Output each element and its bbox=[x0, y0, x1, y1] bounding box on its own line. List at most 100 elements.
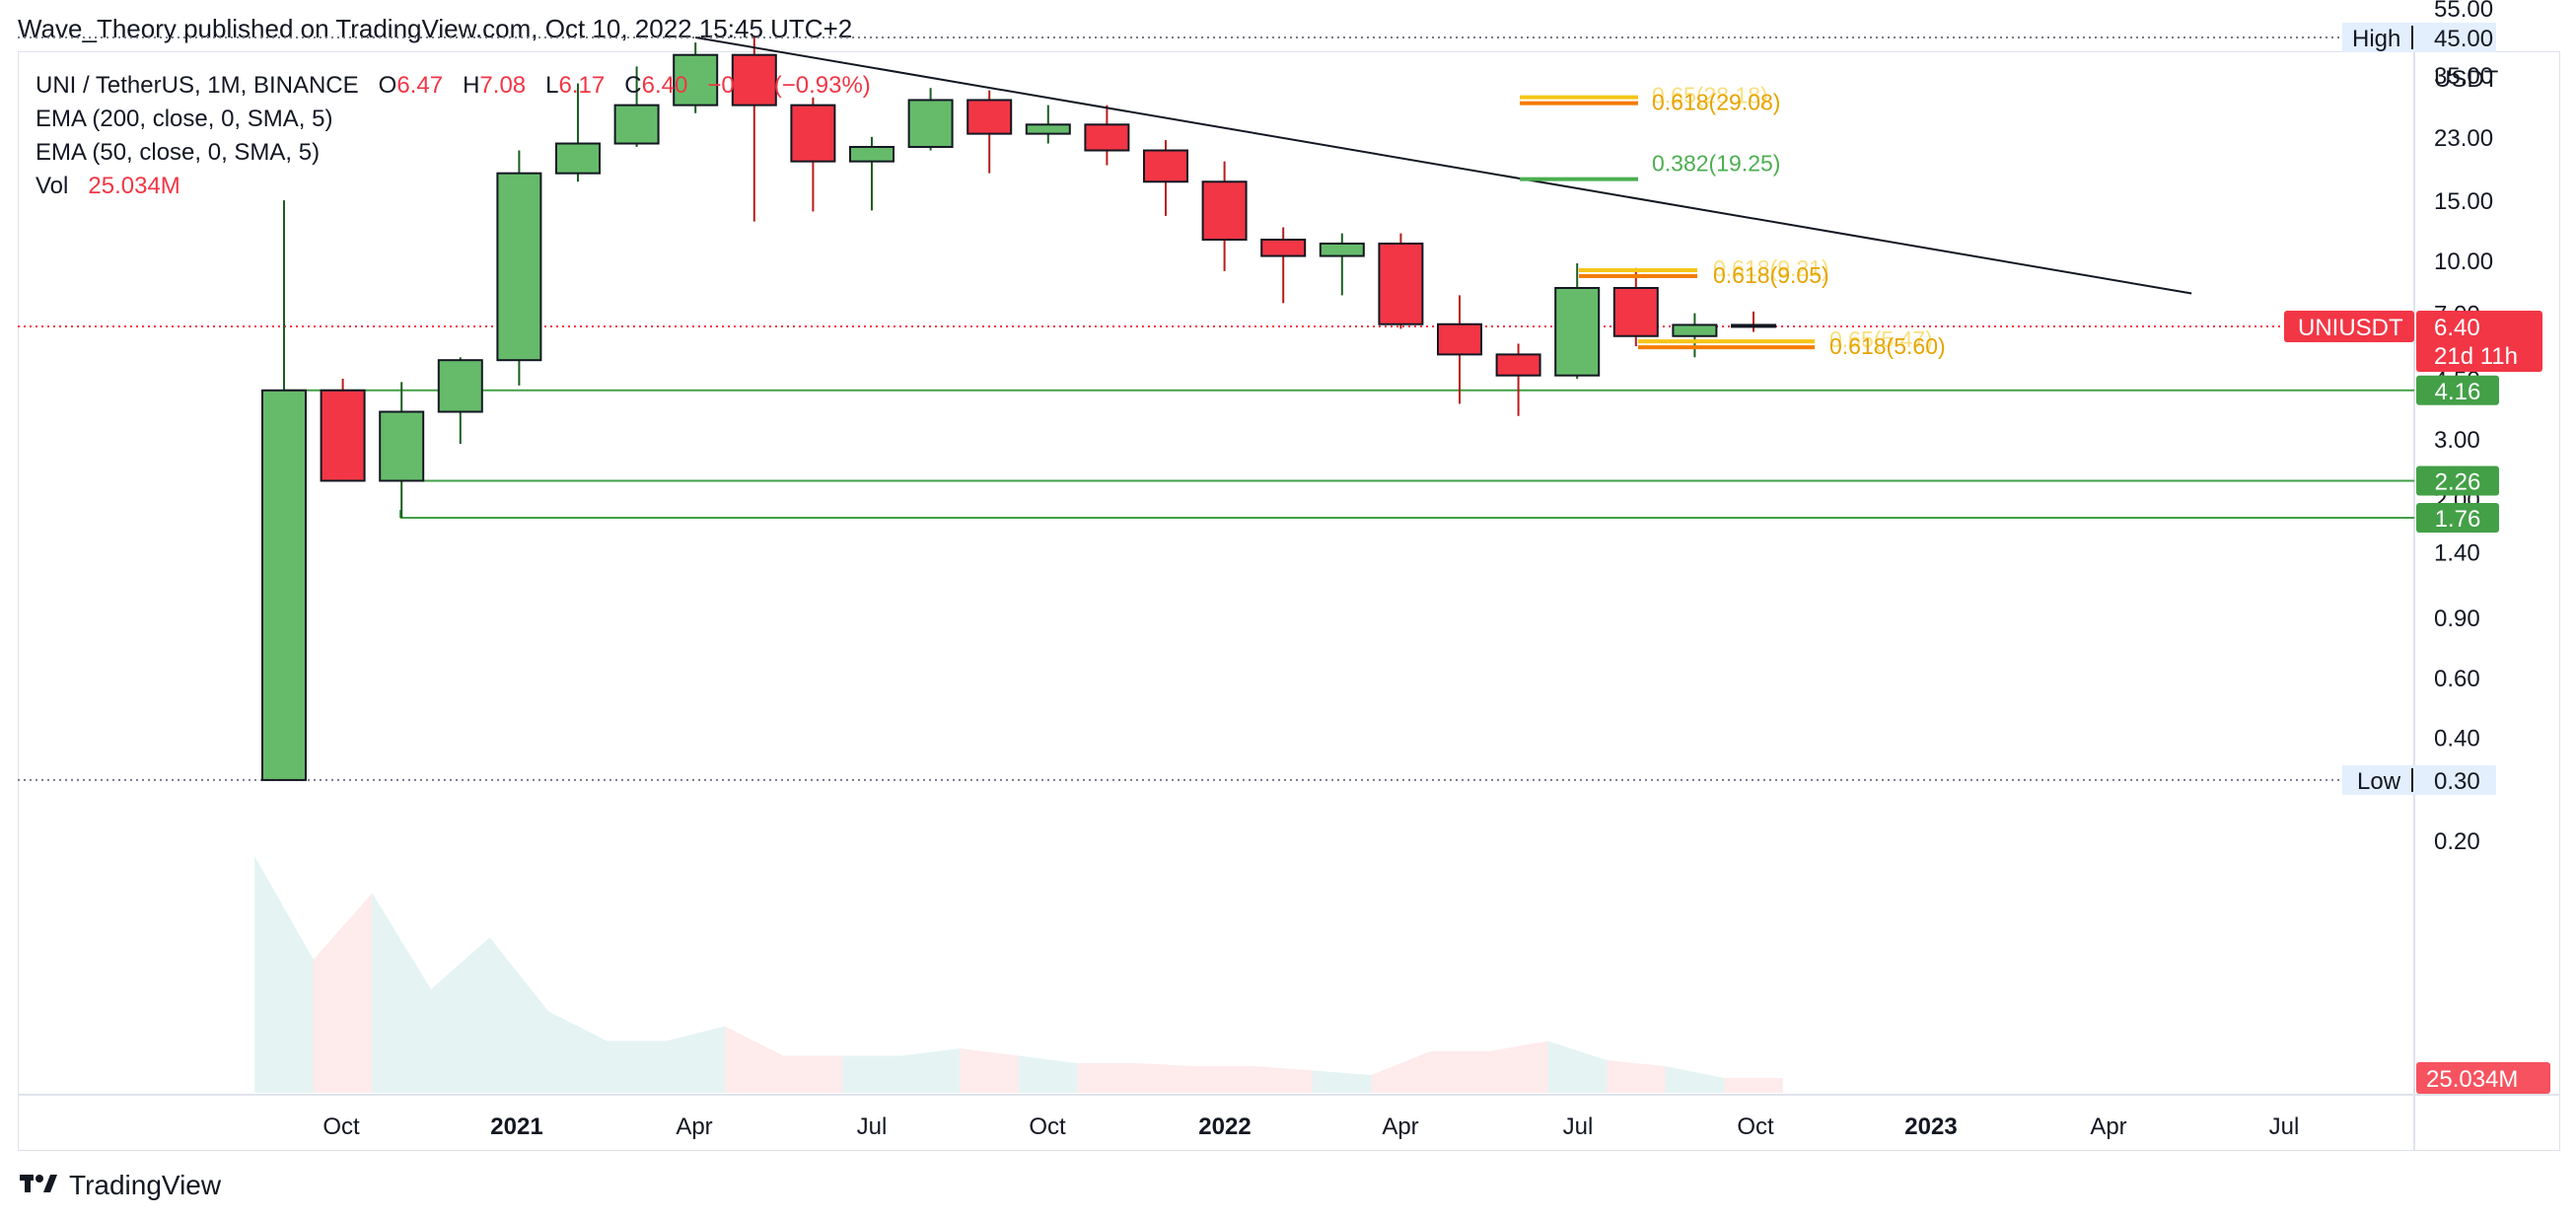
candle-body bbox=[849, 145, 894, 163]
price-tick-label: 10.00 bbox=[2434, 249, 2493, 275]
high-badge bbox=[2342, 22, 2496, 52]
volume-label: Vol bbox=[36, 173, 69, 199]
fib-level-label: 0.618(5.60) bbox=[1829, 333, 1946, 359]
support-level-label: 1.76 bbox=[2435, 506, 2481, 533]
high-label: H bbox=[463, 72, 480, 99]
candle-body bbox=[1319, 242, 1365, 257]
volume-bar bbox=[1547, 1040, 1607, 1093]
fib-level-label: 0.382(19.25) bbox=[1652, 151, 1780, 177]
volume-bar bbox=[1724, 1078, 1783, 1093]
open-value: 6.47 bbox=[396, 72, 444, 99]
volume-badge bbox=[2416, 1062, 2550, 1094]
price-tick-label: 35.00 bbox=[2434, 63, 2493, 90]
last-price-value: 6.40 bbox=[2434, 315, 2480, 341]
candle-body bbox=[731, 53, 777, 107]
candle-body bbox=[1143, 149, 1188, 183]
candle-body bbox=[555, 142, 601, 175]
candle-countdown: 21d 11h bbox=[2434, 343, 2518, 370]
volume-bar bbox=[1371, 1051, 1431, 1093]
candle-body bbox=[1260, 238, 1307, 257]
volume-bar bbox=[783, 1055, 843, 1093]
volume-bar bbox=[1313, 1070, 1372, 1093]
support-level-badge bbox=[2416, 466, 2499, 496]
low-badge-value: 0.30 bbox=[2434, 768, 2480, 795]
open-label: O bbox=[378, 72, 397, 99]
fib-level-label-secondary: 0.618(9.21) bbox=[1713, 255, 1829, 281]
symbol-title[interactable]: UNI / TetherUS, 1M, BINANCE bbox=[36, 72, 359, 99]
close-value: 6.40 bbox=[641, 72, 688, 99]
candle-body bbox=[1731, 323, 1776, 328]
candle-body bbox=[1495, 353, 1541, 377]
last-price-badge bbox=[2416, 311, 2542, 373]
price-tick-label: 3.00 bbox=[2434, 427, 2480, 454]
time-tick-label: 2021 bbox=[490, 1113, 542, 1140]
volume-bar bbox=[1019, 1055, 1078, 1093]
support-level-badge bbox=[2416, 375, 2499, 405]
volume-bar bbox=[313, 893, 373, 1093]
price-tick-label: 0.20 bbox=[2434, 828, 2480, 855]
low-badge bbox=[2342, 764, 2496, 795]
time-tick-label: Oct bbox=[1737, 1113, 1774, 1140]
high-badge-label: High bbox=[2352, 26, 2400, 52]
low-value: 6.17 bbox=[558, 72, 606, 99]
volume-indicator[interactable]: Vol 25.034M bbox=[36, 170, 871, 203]
candle-body bbox=[1672, 323, 1718, 337]
volume-bar bbox=[725, 1026, 784, 1093]
price-tick-label: 0.60 bbox=[2434, 666, 2480, 692]
candle-body bbox=[673, 53, 719, 107]
candle-body bbox=[1378, 242, 1424, 325]
candle-body bbox=[437, 359, 483, 413]
ema50-indicator[interactable]: EMA (50, close, 0, SMA, 5) bbox=[36, 139, 321, 166]
candle-body bbox=[1025, 123, 1071, 135]
tradingview-logo[interactable]: TradingView bbox=[20, 1170, 221, 1201]
time-tick-label: 2022 bbox=[1198, 1113, 1251, 1140]
candle-body bbox=[966, 99, 1013, 135]
candle-body bbox=[1554, 286, 1601, 377]
candle-body bbox=[907, 99, 954, 148]
published-by-text: Wave_Theory published on TradingView.com… bbox=[18, 14, 853, 43]
chart-legend: UNI / TetherUS, 1M, BINANCE O6.47 H7.08 … bbox=[36, 69, 871, 203]
tradingview-brand: TradingView bbox=[69, 1170, 222, 1200]
support-level-badge bbox=[2416, 503, 2499, 534]
time-tick-label: Jul bbox=[1563, 1113, 1594, 1140]
candle-body bbox=[1437, 323, 1482, 356]
volume-bar bbox=[1077, 1063, 1137, 1093]
candle-body bbox=[379, 410, 425, 482]
volume-bar bbox=[1488, 1040, 1548, 1093]
volume-badge-label: 25.034M bbox=[2426, 1066, 2518, 1093]
volume-bar bbox=[1665, 1066, 1725, 1093]
volume-bar bbox=[900, 1048, 961, 1093]
support-level-label: 4.16 bbox=[2435, 379, 2481, 405]
high-value: 7.08 bbox=[479, 72, 527, 99]
volume-bar bbox=[548, 1011, 608, 1093]
candle-body bbox=[1201, 180, 1248, 241]
symbol-ohlc-row: UNI / TetherUS, 1M, BINANCE O6.47 H7.08 … bbox=[36, 69, 871, 103]
symbol-price-badge-label: UNIUSDT bbox=[2298, 315, 2403, 341]
ema200-indicator[interactable]: EMA (200, close, 0, SMA, 5) bbox=[36, 106, 333, 132]
price-tick-label: 1.40 bbox=[2434, 539, 2480, 566]
tradingview-logo-icon bbox=[20, 1170, 59, 1201]
volume-bar bbox=[842, 1055, 901, 1093]
time-tick-label: 2023 bbox=[1904, 1113, 1957, 1140]
candle-body bbox=[613, 104, 660, 145]
time-tick-label: Apr bbox=[1382, 1113, 1418, 1140]
support-level-label: 2.26 bbox=[2435, 468, 2481, 495]
price-tick-label: 15.00 bbox=[2434, 188, 2493, 215]
volume-bar bbox=[1430, 1051, 1489, 1093]
chart-frame bbox=[18, 51, 2560, 1151]
high-badge-value: 45.00 bbox=[2434, 26, 2493, 52]
time-tick-label: Jul bbox=[857, 1113, 888, 1140]
price-tick-label: 23.00 bbox=[2434, 125, 2493, 152]
volume-bar bbox=[372, 893, 431, 1093]
candle-body bbox=[1084, 123, 1130, 152]
time-tick-label: Jul bbox=[2269, 1113, 2300, 1140]
fib-level-label: 0.618(29.08) bbox=[1652, 90, 1780, 115]
close-label: C bbox=[624, 72, 642, 99]
price-tick-label: 0.40 bbox=[2434, 726, 2480, 753]
price-axis-unit: USDT bbox=[2434, 66, 2499, 93]
time-tick-label: Oct bbox=[1029, 1113, 1066, 1140]
volume-bar bbox=[960, 1048, 1019, 1093]
time-tick-label: Apr bbox=[676, 1113, 712, 1140]
volume-bar bbox=[607, 1040, 667, 1093]
